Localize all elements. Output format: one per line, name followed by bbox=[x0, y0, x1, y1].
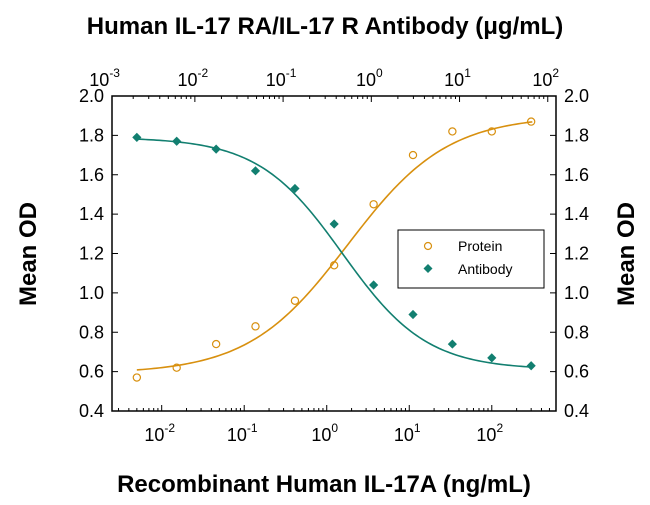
legend-marker-protein bbox=[423, 241, 433, 251]
y-tick-label-left: 1.0 bbox=[79, 283, 104, 303]
top-tick-label: 100 bbox=[356, 66, 383, 90]
x-tick-label: 10-2 bbox=[144, 421, 175, 445]
data-point-antibody bbox=[447, 339, 457, 349]
data-point-antibody bbox=[408, 309, 418, 320]
top-tick-exponent: -1 bbox=[286, 66, 297, 80]
data-point-protein bbox=[369, 200, 378, 209]
y-axis-title-right: Mean OD bbox=[613, 202, 640, 306]
y-tick-label-left: 2.0 bbox=[79, 86, 104, 106]
left-y-axis: 0.4 0.6 0.8 1.0 1.2 1.4 1.6 1.8 2.0 bbox=[79, 86, 118, 421]
data-point-protein bbox=[448, 127, 457, 136]
top-tick-base: 10 bbox=[89, 70, 109, 90]
top-tick-exponent: -2 bbox=[198, 66, 209, 80]
y-tick-label-left: 0.6 bbox=[79, 362, 104, 382]
x-tick-base: 10 bbox=[144, 425, 164, 445]
y-tick-label-right: 0.6 bbox=[564, 362, 589, 382]
data-point-antibody bbox=[250, 166, 261, 176]
x-tick-base: 10 bbox=[476, 425, 496, 445]
y-tick-label-right: 2.0 bbox=[564, 86, 589, 106]
fit-curve-antibody bbox=[136, 138, 533, 368]
data-point-protein bbox=[408, 150, 418, 160]
y-tick-label-right: 1.8 bbox=[564, 125, 589, 145]
legend-marker-antibody bbox=[423, 264, 433, 273]
data-point-antibody bbox=[172, 136, 182, 146]
data-point-protein bbox=[251, 322, 260, 331]
legend-label-protein: Protein bbox=[458, 238, 502, 254]
data-point-protein bbox=[211, 339, 221, 349]
y-tick-label-right: 1.0 bbox=[564, 283, 589, 303]
data-point-protein bbox=[132, 373, 142, 382]
right-y-axis: 0.4 0.6 0.8 1.0 1.2 1.4 1.6 1.8 2.0 bbox=[550, 86, 589, 421]
y-tick-label-right: 0.8 bbox=[564, 322, 589, 342]
data-point-antibody bbox=[369, 280, 379, 290]
top-tick-label: 101 bbox=[444, 66, 471, 90]
data-point-protein bbox=[526, 117, 536, 126]
x-tick-base: 10 bbox=[227, 425, 247, 445]
top-tick-exponent: 1 bbox=[464, 66, 471, 80]
x-tick-label: 10-1 bbox=[227, 421, 258, 445]
top-x-axis: 10-3 10-2 10-1 100 101 102 bbox=[89, 66, 559, 102]
x-tick-base: 10 bbox=[394, 425, 414, 445]
x-tick-label: 102 bbox=[476, 421, 503, 445]
y-tick-label-left: 1.2 bbox=[79, 244, 104, 264]
top-tick-label: 102 bbox=[532, 66, 559, 90]
top-tick-base: 10 bbox=[532, 70, 552, 90]
y-axis-title-left: Mean OD bbox=[15, 202, 42, 306]
data-point-protein bbox=[290, 296, 300, 305]
data-point-protein bbox=[172, 363, 181, 372]
y-tick-label-left: 1.8 bbox=[79, 125, 104, 145]
x-tick-exponent: 1 bbox=[414, 421, 421, 435]
top-tick-label: 10-1 bbox=[266, 66, 297, 90]
y-tick-label-left: 0.4 bbox=[79, 401, 104, 421]
data-point-antibody bbox=[329, 219, 339, 229]
top-tick-base: 10 bbox=[178, 70, 198, 90]
x-tick-exponent: -2 bbox=[164, 421, 175, 435]
x-tick-exponent: 2 bbox=[496, 421, 503, 435]
x-tick-label: 101 bbox=[394, 421, 421, 445]
chart-title: Human IL-17 RA/IL-17 R Antibody (μg/mL) bbox=[87, 13, 563, 40]
y-tick-label-right: 1.6 bbox=[564, 165, 589, 185]
data-point-antibody bbox=[487, 353, 497, 363]
top-tick-exponent: 0 bbox=[376, 66, 383, 80]
data-point-antibody bbox=[526, 361, 536, 371]
data-point-antibody bbox=[211, 144, 221, 154]
top-tick-base: 10 bbox=[444, 70, 464, 90]
data-point-protein bbox=[487, 127, 496, 136]
y-tick-label-left: 1.6 bbox=[79, 165, 104, 185]
top-tick-base: 10 bbox=[356, 70, 376, 90]
bottom-x-axis: 10-2 10-1 100 101 102 bbox=[118, 405, 557, 445]
data-point-antibody bbox=[132, 132, 142, 142]
x-tick-label: 100 bbox=[311, 421, 338, 445]
top-tick-exponent: -3 bbox=[109, 66, 120, 80]
y-tick-label-right: 1.4 bbox=[564, 204, 589, 224]
top-tick-label: 10-3 bbox=[89, 66, 120, 90]
data-point-antibody bbox=[290, 183, 300, 194]
x-axis-title: Recombinant Human IL-17A (ng/mL) bbox=[117, 471, 531, 498]
x-tick-exponent: -1 bbox=[247, 421, 258, 435]
y-tick-label-right: 0.4 bbox=[564, 401, 589, 421]
data-points bbox=[132, 117, 536, 382]
y-tick-label-left: 1.4 bbox=[79, 204, 104, 224]
top-tick-base: 10 bbox=[266, 70, 286, 90]
y-tick-label-right: 1.2 bbox=[564, 244, 589, 264]
legend: Protein Antibody bbox=[397, 229, 545, 289]
x-tick-exponent: 0 bbox=[331, 421, 338, 435]
top-tick-label: 10-2 bbox=[178, 66, 209, 90]
legend-box bbox=[397, 229, 545, 289]
y-tick-label-left: 0.8 bbox=[79, 322, 104, 342]
data-point-protein bbox=[329, 261, 339, 270]
legend-label-antibody: Antibody bbox=[458, 261, 512, 277]
top-tick-exponent: 2 bbox=[552, 66, 559, 80]
x-tick-base: 10 bbox=[311, 425, 331, 445]
